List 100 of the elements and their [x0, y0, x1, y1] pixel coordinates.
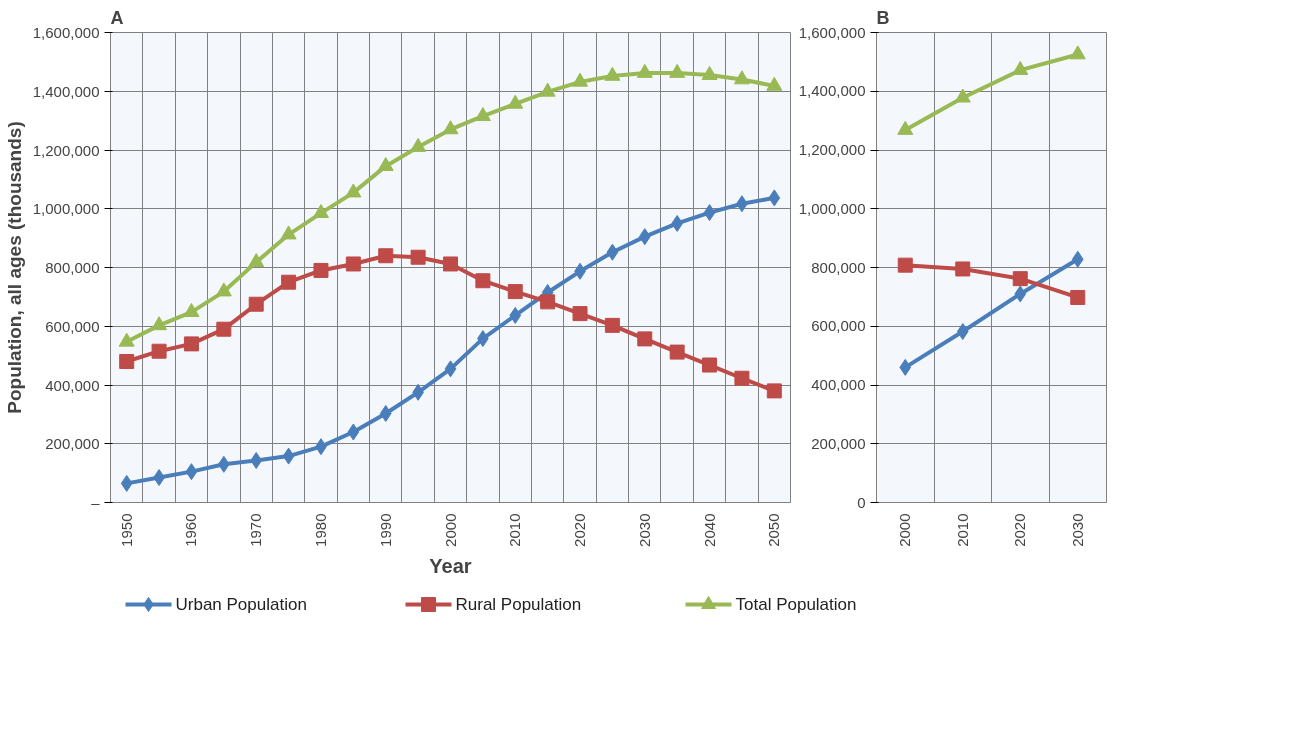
- x-tick-label: 2010: [506, 513, 524, 547]
- point: [410, 249, 426, 265]
- y-tick-label: 600,000: [811, 317, 866, 335]
- point: [1012, 60, 1029, 75]
- x-tick-label: 1960: [182, 513, 200, 547]
- point: [1071, 250, 1084, 268]
- point: [313, 262, 329, 278]
- point: [215, 282, 232, 297]
- x-tick-label: 1970: [247, 513, 265, 547]
- point: [312, 204, 329, 218]
- y-tick-label: 400,000: [811, 376, 866, 393]
- x-tick-label: 1980: [311, 513, 329, 547]
- point: [475, 273, 491, 289]
- point: [444, 360, 457, 378]
- y-tick-label: 800,000: [45, 259, 100, 276]
- point: [572, 306, 588, 322]
- point: [899, 358, 912, 376]
- y-tick-label: –: [91, 494, 101, 511]
- point: [378, 248, 394, 264]
- point: [509, 306, 522, 324]
- point: [442, 120, 459, 135]
- x-tick-label: 2020: [1011, 513, 1029, 547]
- y-tick-label: 800,000: [811, 258, 866, 276]
- point: [766, 383, 782, 399]
- point: [572, 72, 589, 87]
- point: [1012, 271, 1028, 287]
- point: [248, 253, 265, 268]
- y-tick-label: 1,400,000: [798, 82, 866, 100]
- point: [702, 357, 718, 373]
- point: [185, 463, 198, 481]
- point: [377, 157, 394, 171]
- point: [701, 65, 718, 80]
- point: [703, 204, 716, 222]
- point: [281, 274, 297, 290]
- x-tick-label: 2010: [953, 513, 971, 547]
- point: [410, 137, 427, 152]
- y-tick-label: 1,000,000: [32, 200, 100, 218]
- point: [345, 256, 361, 272]
- point: [151, 316, 168, 331]
- point: [636, 63, 653, 78]
- point: [956, 323, 969, 341]
- x-tick-label: 2030: [1068, 513, 1086, 547]
- legend-label: Rural Population: [455, 595, 582, 614]
- point: [280, 225, 297, 240]
- point: [954, 88, 971, 103]
- x-tick-label: 2030: [635, 513, 653, 547]
- y-tick-label: 200,000: [811, 434, 866, 452]
- point: [345, 183, 362, 198]
- legend-label: Urban Population: [175, 595, 307, 614]
- point: [119, 354, 135, 369]
- x-tick-label: 2040: [700, 513, 718, 547]
- point: [443, 256, 458, 272]
- point: [638, 228, 651, 246]
- y-tick-label: 0: [857, 493, 866, 511]
- point: [1070, 289, 1086, 305]
- point: [216, 321, 232, 337]
- point: [250, 451, 263, 469]
- x-tick-label: 1990: [376, 513, 394, 547]
- x-axis-title: Year: [429, 554, 472, 577]
- point: [248, 296, 264, 312]
- point: [151, 343, 167, 359]
- x-tick-label: 2000: [441, 513, 459, 547]
- point: [604, 317, 620, 333]
- point: [120, 474, 133, 492]
- point: [1014, 285, 1027, 303]
- point: [733, 70, 750, 85]
- point: [539, 82, 556, 97]
- y-tick-label: 1,200,000: [32, 141, 100, 159]
- x-tick-label: 2000: [896, 513, 914, 547]
- y-tick-label: 1,000,000: [798, 199, 866, 217]
- point: [1069, 45, 1086, 60]
- legend-label: Total Population: [735, 595, 857, 614]
- point: [897, 257, 913, 273]
- point: [507, 94, 524, 109]
- point: [734, 370, 750, 386]
- point: [604, 66, 621, 81]
- point: [897, 120, 914, 135]
- y-tick-label: 1,400,000: [32, 82, 100, 100]
- point: [379, 404, 392, 422]
- point: [507, 284, 523, 300]
- y-tick-label: 1,600,000: [32, 24, 100, 41]
- y-tick-label: 1,600,000: [798, 23, 866, 41]
- point: [669, 63, 686, 78]
- y-tick-label: 200,000: [45, 435, 100, 453]
- y-axis-title: Population, all ages (thousands): [3, 121, 25, 414]
- x-tick-label: 2050: [765, 513, 783, 547]
- point: [637, 331, 653, 347]
- y-tick-label: 600,000: [45, 317, 100, 335]
- text: B: [876, 7, 890, 28]
- point: [955, 261, 971, 277]
- text: A: [110, 7, 124, 28]
- x-tick-label: 1950: [117, 513, 135, 547]
- point: [768, 189, 781, 207]
- point: [474, 107, 491, 122]
- point: [347, 423, 360, 441]
- y-tick-label: 1,200,000: [798, 141, 866, 158]
- y-tick-label: 400,000: [45, 376, 100, 394]
- point: [766, 76, 783, 91]
- point: [282, 447, 295, 465]
- point: [540, 294, 556, 310]
